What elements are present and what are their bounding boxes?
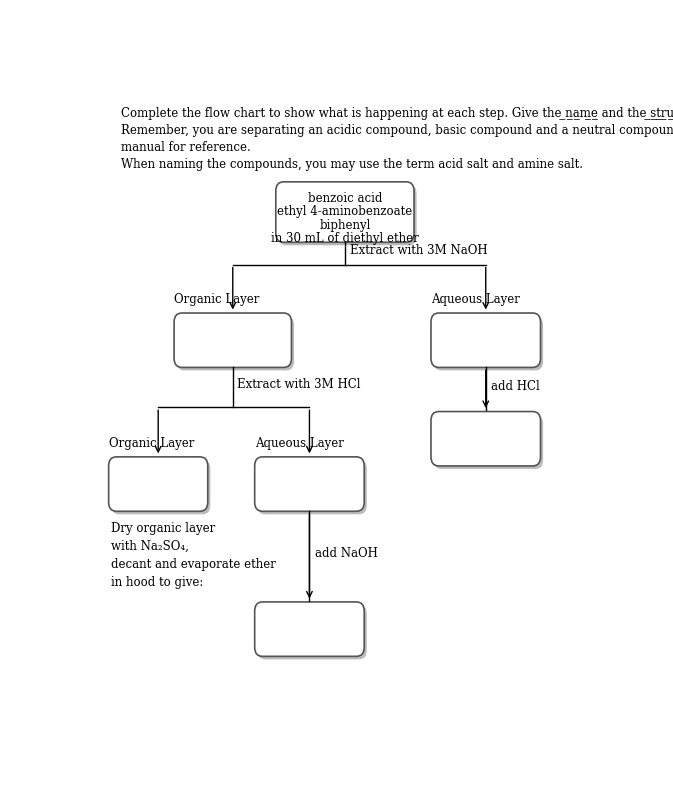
FancyBboxPatch shape: [433, 316, 543, 371]
FancyBboxPatch shape: [279, 185, 417, 245]
Text: add NaOH: add NaOH: [315, 547, 378, 560]
Text: in 30 mL of diethyl ether: in 30 mL of diethyl ether: [271, 232, 419, 245]
Text: Extract with 3M NaOH: Extract with 3M NaOH: [350, 244, 488, 257]
FancyBboxPatch shape: [257, 605, 367, 659]
Text: Complete the flow chart to show what is happening at each step. Give the ̲n̲a̲m̲: Complete the flow chart to show what is …: [120, 108, 673, 121]
FancyBboxPatch shape: [111, 460, 211, 514]
Text: ethyl 4-aminobenzoate: ethyl 4-aminobenzoate: [277, 206, 413, 218]
FancyBboxPatch shape: [433, 414, 543, 469]
FancyBboxPatch shape: [276, 182, 414, 243]
Text: biphenyl: biphenyl: [319, 219, 371, 232]
FancyBboxPatch shape: [108, 457, 208, 511]
Text: Extract with 3M HCl: Extract with 3M HCl: [237, 378, 361, 391]
Text: Dry organic layer
with Na₂SO₄,
decant and evaporate ether
in hood to give:: Dry organic layer with Na₂SO₄, decant an…: [111, 522, 276, 590]
FancyBboxPatch shape: [431, 313, 540, 367]
Text: add HCl: add HCl: [491, 380, 540, 393]
Text: Aqueous Layer: Aqueous Layer: [431, 293, 520, 306]
FancyBboxPatch shape: [431, 411, 540, 466]
Text: Remember, you are separating an acidic compound, basic compound and a neutral co: Remember, you are separating an acidic c…: [120, 125, 673, 137]
Text: benzoic acid: benzoic acid: [308, 192, 382, 205]
Text: Organic Layer: Organic Layer: [108, 436, 194, 450]
Text: When naming the compounds, you may use the term acid salt and amine salt.: When naming the compounds, you may use t…: [120, 159, 583, 171]
FancyBboxPatch shape: [174, 313, 291, 367]
FancyBboxPatch shape: [254, 602, 364, 656]
Text: Aqueous Layer: Aqueous Layer: [254, 436, 343, 450]
FancyBboxPatch shape: [254, 457, 364, 511]
FancyBboxPatch shape: [257, 460, 367, 514]
Text: Organic Layer: Organic Layer: [174, 293, 260, 306]
FancyBboxPatch shape: [177, 316, 294, 371]
Text: manual for reference.: manual for reference.: [120, 141, 250, 155]
